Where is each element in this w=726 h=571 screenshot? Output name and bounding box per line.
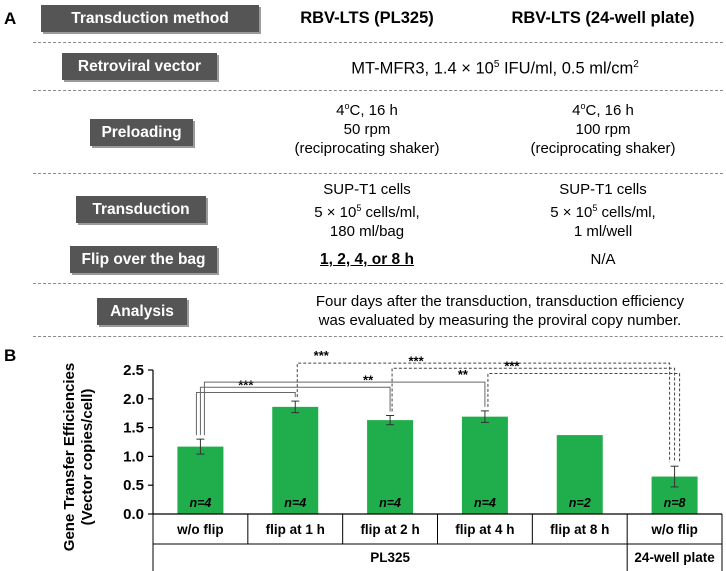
analysis-label: Analysis (110, 302, 174, 320)
x-tick-label: flip at 2 h (360, 522, 419, 537)
preloading-box: Preloading (90, 119, 193, 146)
flip-over-label: Flip over the bag (81, 250, 206, 268)
transduction-pl325-value: SUP-T1 cells 5 × 105 cells/ml, 180 ml/ba… (314, 181, 420, 240)
x-tick-label: w/o flip (650, 522, 698, 537)
y-axis-label: Gene Transfer Efficiencies (Vector copie… (61, 363, 96, 551)
y-tick-label: 2.5 (123, 362, 144, 379)
significance-brackets: *** ** ***** *** *** (195, 348, 681, 463)
transduction-method-label: Transduction method (71, 9, 229, 27)
n-label: n=8 (664, 496, 686, 510)
retroviral-vector-value: MT-MFR3, 1.4 × 105 IFU/ml, 0.5 ml/cm2 (351, 59, 639, 78)
n-label: n=4 (474, 496, 496, 510)
preloading-label: Preloading (101, 123, 182, 141)
separator (33, 90, 723, 91)
y-tick-label: 1.0 (123, 448, 144, 465)
significance-label: *** (408, 353, 424, 368)
separator (33, 283, 723, 284)
significance-bracket (203, 381, 486, 436)
transduction-box: Transduction (76, 196, 206, 223)
y-tick-label: 0.5 (123, 477, 144, 494)
group-label: 24-well plate (634, 550, 715, 565)
retroviral-vector-box: Retroviral vector (62, 53, 217, 80)
significance-bracket (391, 367, 676, 463)
column-header-24-well: RBV-LTS (24-well plate) (511, 9, 695, 27)
preloading-24-well-value: 4oC, 16 h 100 rpm (reciprocating shaker) (530, 101, 676, 157)
n-label: n=4 (379, 496, 401, 510)
x-axis: w/o flip flip at 1 h flip at 2 h flip at 4 … (152, 513, 723, 571)
x-tick-label: flip at 1 h (266, 522, 325, 537)
analysis-box: Analysis (97, 298, 187, 325)
separator (33, 336, 723, 337)
y-tick-label: 1.5 (123, 420, 144, 437)
bar (177, 446, 224, 514)
bar (461, 416, 508, 514)
separator (33, 173, 723, 174)
y-axis-label-line2: (Vector copies/cell) (79, 389, 96, 526)
x-tick-label: w/o flip (176, 522, 224, 537)
x-tick-label: flip at 8 h (550, 522, 609, 537)
panel-b-letter: B (4, 346, 17, 365)
transduction-method-box: Transduction method (41, 5, 259, 32)
retroviral-vector-label: Retroviral vector (77, 57, 202, 75)
transduction-24-well-value: SUP-T1 cells 5 × 105 cells/ml, 1 ml/well (550, 181, 656, 240)
n-label: n=4 (189, 496, 211, 510)
bar (367, 420, 414, 514)
flip-pl325-value: 1, 2, 4, or 8 h (320, 251, 414, 268)
n-label: n=2 (569, 496, 591, 510)
panel-a-letter: A (4, 9, 17, 28)
separator (33, 42, 723, 43)
flip-over-box: Flip over the bag (70, 246, 217, 273)
y-tick-label: 2.0 (123, 391, 144, 408)
significance-label: *** (238, 377, 254, 392)
n-label: n=4 (284, 496, 306, 510)
y-tick-label: 0.0 (123, 506, 144, 523)
significance-bracket (195, 391, 296, 436)
significance-label: *** (314, 348, 330, 363)
significance-label: ** (458, 367, 469, 382)
bar (272, 406, 319, 514)
significance-label: ** (363, 372, 374, 387)
analysis-value: Four days after the transduction, transd… (315, 293, 685, 329)
group-label: PL325 (370, 550, 410, 565)
significance-label: *** (504, 358, 520, 373)
column-header-pl325: RBV-LTS (PL325) (300, 9, 434, 27)
significance-bracket (487, 372, 681, 463)
transduction-label: Transduction (92, 200, 190, 218)
significance-bracket (296, 362, 671, 463)
bars: n=4 n=4 n=4 n=4 n=2 n=8 (177, 400, 698, 514)
bar (556, 435, 603, 514)
x-tick-label: flip at 4 h (455, 522, 514, 537)
y-axis-label-line1: Gene Transfer Efficiencies (61, 363, 78, 551)
preloading-pl325-value: 4oC, 16 h 50 rpm (reciprocating shaker) (294, 101, 440, 157)
significance-bracket (199, 386, 391, 436)
flip-24-well-value: N/A (590, 251, 616, 268)
axes: 0.0 0.5 1.0 1.5 2.0 2.5 (123, 362, 154, 523)
